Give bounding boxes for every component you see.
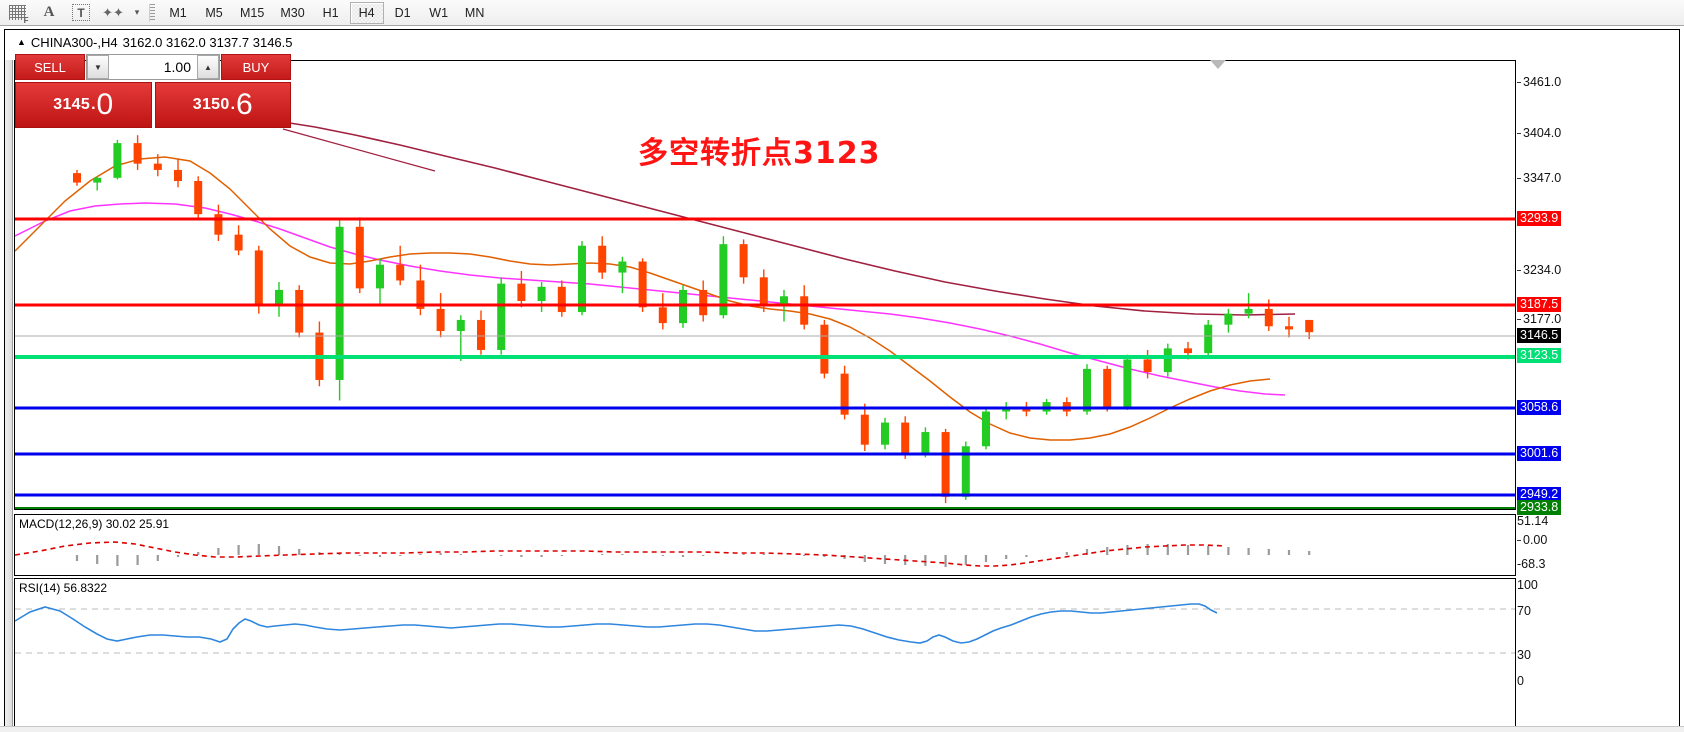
rsi-label: RSI(14) 56.8322: [19, 581, 108, 595]
price-label-3146-5: 3146.5: [1517, 328, 1562, 343]
price-scale[interactable]: 3461.0 3404.0 3347.0 3293.9 3234.0 3177.…: [1517, 60, 1681, 732]
price-tick-3177: 3177.0: [1517, 313, 1561, 326]
volume-decrement-icon[interactable]: ▼: [87, 55, 109, 79]
ohlc-values: 3162.0 3162.0 3137.7 3146.5: [122, 34, 293, 50]
sell-price-fraction: 0: [96, 88, 114, 121]
macd-tick-51-14: 51.14: [1517, 514, 1549, 528]
ma-mid-line: [15, 202, 1286, 396]
price-tick-3404: 3404.0: [1517, 127, 1561, 140]
timeframe-m5[interactable]: M5: [205, 5, 223, 20]
text-label-icon[interactable]: A: [43, 4, 55, 20]
macd-tick-minus-68-3: -68.3: [1517, 557, 1546, 571]
buy-button[interactable]: BUY: [221, 54, 291, 80]
objects-dropdown-caret-icon[interactable]: ▾: [134, 7, 140, 17]
macd-tick-0-00: 0.00: [1517, 534, 1547, 547]
price-chart-svg: [15, 120, 1515, 509]
sell-price-decimal-point: .: [91, 96, 96, 113]
symbol-header: ▲ CHINA300-,H4 3162.0 3162.0 3137.7 3146…: [17, 34, 293, 50]
price-label-2949-2: 2949.2: [1517, 487, 1562, 502]
timeframe-m30[interactable]: M30: [280, 5, 305, 20]
sell-button[interactable]: SELL: [15, 54, 85, 80]
sell-price-box[interactable]: 3145 . 0: [15, 82, 152, 128]
crosshair-grid-icon[interactable]: [2, 1, 32, 25]
trend-line-segment: [282, 128, 436, 172]
timeframe-m15[interactable]: M15: [240, 5, 265, 20]
buy-price-decimal-point: .: [230, 96, 236, 113]
rsi-tick-100: 100: [1517, 578, 1538, 592]
macd-signal-line: [15, 541, 1226, 567]
price-label-3001-6: 3001.6: [1517, 446, 1562, 461]
rsi-tick-0: 0: [1517, 674, 1524, 688]
rsi-chart-svg: [15, 603, 1515, 654]
timeframe-h1[interactable]: H1: [322, 5, 339, 20]
price-pane: [14, 60, 1516, 510]
price-label-3058-6: 3058.6: [1517, 400, 1562, 415]
price-label-3187-5: 3187.5: [1517, 297, 1562, 312]
price-tick-3234: 3234.0: [1517, 264, 1561, 277]
timeframe-d1[interactable]: D1: [394, 5, 411, 20]
chart-vertical-scrollbar[interactable]: [5, 60, 13, 732]
rsi-tick-70: 70: [1517, 604, 1531, 618]
chart-toolbar: A T ✦✦ ▾ M1 M5 M15 M30 H1 H4 D1 W1 MN: [0, 0, 1684, 26]
candlestick-series: [73, 135, 1314, 504]
chart-annotation-text: 多空转折点3123: [638, 136, 881, 171]
macd-pane: MACD(12,26,9) 30.02 25.91: [14, 514, 1516, 576]
volume-increment-icon[interactable]: ▲: [197, 55, 219, 79]
price-label-2933-8: 2933.8: [1517, 500, 1562, 515]
timeframe-m1[interactable]: M1: [169, 5, 187, 20]
price-tick-3461: 3461.0: [1517, 76, 1561, 89]
ma-short-line: [15, 156, 1271, 441]
volume-input[interactable]: 1.00: [109, 55, 197, 79]
timeframe-mn[interactable]: MN: [464, 5, 485, 20]
buy-price-box[interactable]: 3150 . 6: [154, 82, 291, 128]
price-label-3123-5: 3123.5: [1517, 348, 1562, 363]
objects-list-icon[interactable]: ✦✦: [102, 4, 124, 20]
one-click-trading-panel: SELL ▼ 1.00 ▲ BUY 3145 . 0 3150 . 6: [15, 54, 291, 128]
rsi-line: [15, 603, 1218, 644]
buy-price-integer: 3150: [192, 96, 230, 113]
macd-chart-svg: [15, 541, 1311, 567]
text-object-icon[interactable]: T: [66, 1, 96, 25]
price-label-3293-9: 3293.9: [1517, 211, 1562, 226]
chart-window: ▲ CHINA300-,H4 3162.0 3162.0 3137.7 3146…: [4, 29, 1681, 732]
buy-price-fraction: 6: [236, 88, 253, 121]
price-tick-3347: 3347.0: [1517, 172, 1561, 185]
volume-stepper[interactable]: ▼ 1.00 ▲: [86, 54, 220, 80]
collapse-icon[interactable]: ▲: [17, 37, 26, 47]
ma-long-line: [276, 120, 1296, 316]
sell-price-integer: 3145: [53, 96, 91, 113]
toolbar-separator: [149, 3, 155, 22]
timeframe-w1[interactable]: W1: [429, 5, 449, 20]
macd-histogram: [75, 544, 1311, 567]
rsi-tick-30: 30: [1517, 648, 1531, 662]
timeframe-h4[interactable]: H4: [349, 1, 384, 24]
symbol-timeframe-label: CHINA300-,H4: [30, 34, 118, 50]
rsi-pane: RSI(14) 56.8322: [14, 578, 1516, 732]
chart-period-separator-marker-icon: [1210, 60, 1226, 69]
macd-label: MACD(12,26,9) 30.02 25.91: [19, 517, 170, 531]
status-strip: [0, 726, 1684, 732]
